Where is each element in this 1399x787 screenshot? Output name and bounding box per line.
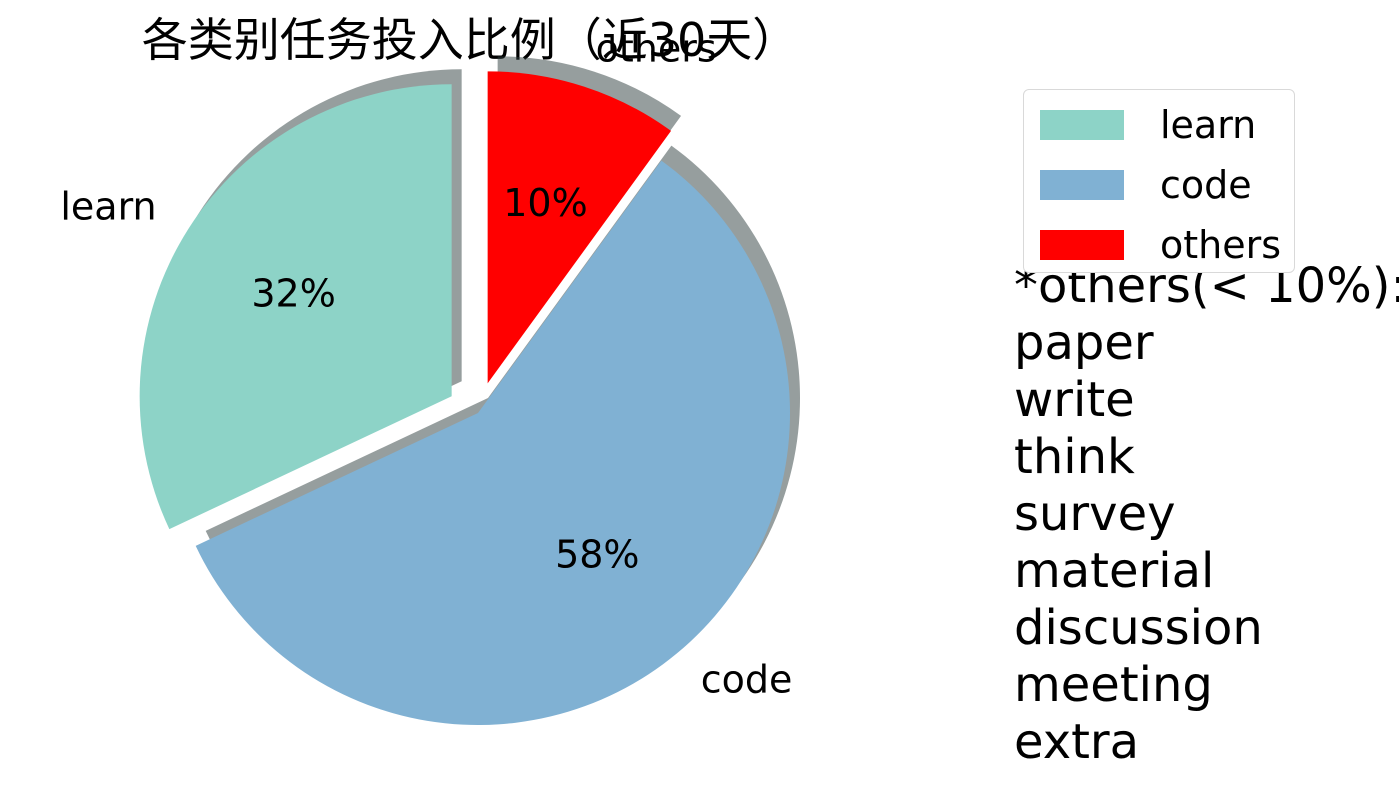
others-note-item: survey [1014,486,1176,542]
legend-swatch-learn [1040,110,1124,140]
others-note: *others(< 10%): paper write think survey… [1014,258,1399,771]
slice-learn [139,84,452,530]
legend-entry-learn: learn [1040,105,1256,145]
others-note-item: meeting [1014,657,1213,713]
others-note-item: material [1014,543,1215,599]
legend-swatch-code [1040,170,1124,200]
legend-swatch-others [1040,230,1124,260]
legend: learn code others [1023,89,1295,273]
slice-code [195,160,790,726]
legend-entry-code: code [1040,165,1252,205]
slice-others [487,71,672,384]
slice-pct-label-learn: 32% [251,271,335,315]
others-note-item: paper [1014,315,1154,371]
pie-slices [139,71,790,726]
chart-title: 各类别任务投入比例（近30天） [141,13,799,67]
slice-pct-label-code: 58% [555,533,639,577]
slice-pct-label-others: 10% [503,181,587,225]
others-note-item: discussion [1014,600,1263,656]
pie-chart: learn 32% code 58% others 10% [60,26,800,726]
others-note-item: think [1014,429,1135,485]
pie-labels: learn 32% code 58% others 10% [60,26,792,701]
legend-label-learn: learn [1160,103,1257,147]
legend-label-code: code [1160,163,1252,207]
others-note-item: extra [1014,714,1140,770]
legend-entry-others: others [1040,225,1281,265]
others-note-item: write [1014,372,1135,428]
slice-label-code: code [701,658,793,702]
legend-label-others: others [1160,223,1282,267]
slice-label-learn: learn [60,185,156,229]
slice-label-others: others [596,26,717,70]
